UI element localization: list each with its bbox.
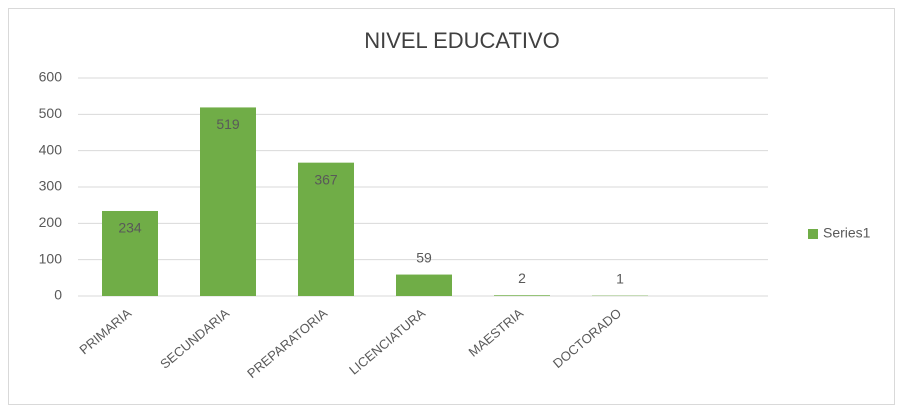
bar bbox=[494, 295, 550, 296]
y-tick-label: 500 bbox=[39, 105, 63, 121]
bar bbox=[102, 210, 158, 296]
y-tick-label: 300 bbox=[39, 178, 63, 194]
y-tick-label: 0 bbox=[54, 287, 62, 303]
y-tick-label: 400 bbox=[39, 141, 63, 157]
y-tick-label: 200 bbox=[39, 214, 63, 230]
data-label: 519 bbox=[216, 116, 240, 132]
data-label: 2 bbox=[518, 270, 526, 286]
data-label: 1 bbox=[616, 270, 624, 286]
y-tick-label: 600 bbox=[39, 69, 63, 85]
data-label: 234 bbox=[118, 220, 142, 236]
chart-title: NIVEL EDUCATIVO bbox=[364, 28, 560, 53]
legend-swatch bbox=[808, 229, 818, 239]
bar bbox=[396, 274, 452, 296]
legend-label: Series1 bbox=[823, 225, 871, 241]
bar bbox=[298, 162, 354, 296]
bar bbox=[200, 107, 256, 297]
data-label: 367 bbox=[314, 171, 338, 187]
chart-frame bbox=[8, 8, 895, 405]
y-tick-label: 100 bbox=[39, 250, 63, 266]
data-label: 59 bbox=[416, 249, 432, 265]
